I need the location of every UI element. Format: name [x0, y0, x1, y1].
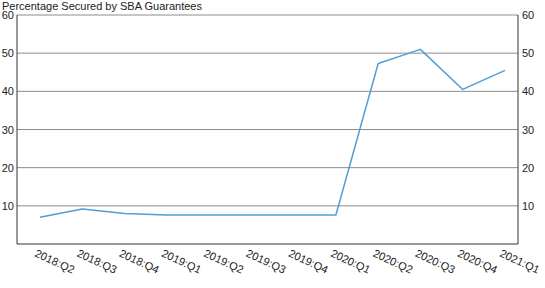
- grid-line: [17, 91, 518, 92]
- y-tick-label-right: 50: [522, 47, 534, 59]
- x-axis-line: [17, 244, 518, 245]
- chart-title: Percentage Secured by SBA Guarantees: [2, 0, 202, 12]
- x-tick-label: 2020:Q2: [371, 247, 414, 276]
- grid-line: [17, 129, 518, 130]
- x-tick-label: 2019:Q1: [160, 247, 203, 276]
- x-tick-label: 2019:Q4: [287, 247, 330, 276]
- x-tick-label: 2019:Q3: [245, 247, 288, 276]
- x-tick-label: 2021:Q1: [498, 247, 541, 276]
- plot-area: [40, 49, 505, 217]
- y-tick-label-right: 60: [522, 9, 534, 21]
- y-tick-label-right: 10: [522, 200, 534, 212]
- y-tick-label: 40: [2, 85, 14, 97]
- y-tick-label-right: 40: [522, 85, 534, 97]
- y-tick-label-right: 30: [522, 124, 534, 136]
- grid-line: [17, 53, 518, 54]
- chart-container: 1010202030304040505060602018:Q22018:Q320…: [0, 0, 545, 288]
- grid-line: [17, 167, 518, 168]
- x-tick-label: 2018:Q4: [118, 247, 161, 276]
- y-tick-label: 50: [2, 47, 14, 59]
- grid-line: [17, 205, 518, 206]
- grid-line: [17, 15, 518, 16]
- x-tick-label: 2020:Q1: [329, 247, 372, 276]
- y-tick-label: 10: [2, 200, 14, 212]
- x-tick-label: 2018:Q2: [33, 247, 76, 276]
- y-tick-label: 30: [2, 124, 14, 136]
- x-tick-label: 2018:Q3: [75, 247, 118, 276]
- y-tick-label: 20: [2, 162, 14, 174]
- x-tick-label: 2020:Q3: [414, 247, 457, 276]
- y-axis-line-right: [518, 15, 519, 244]
- x-tick-label: 2020:Q4: [456, 247, 499, 276]
- x-tick-label: 2019:Q2: [202, 247, 245, 276]
- y-axis-line: [17, 15, 18, 244]
- chart-svg: 1010202030304040505060602018:Q22018:Q320…: [0, 0, 545, 288]
- y-tick-label-right: 20: [522, 162, 534, 174]
- data-line: [40, 49, 505, 217]
